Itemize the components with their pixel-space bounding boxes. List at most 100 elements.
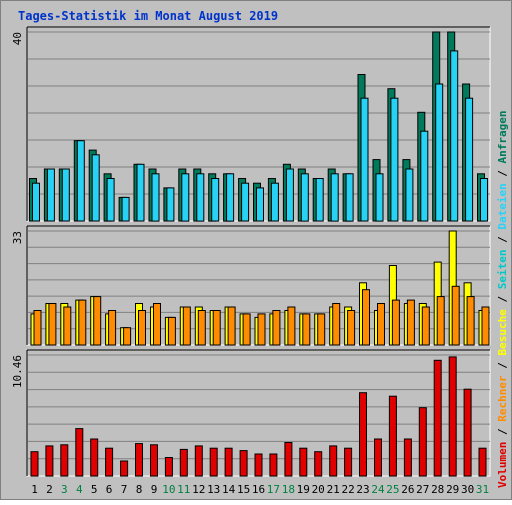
legend-separator: /	[496, 163, 509, 183]
x-tick-label: 12	[192, 483, 205, 496]
x-tick-label: 11	[177, 483, 190, 496]
bar-dateien-18	[285, 168, 294, 222]
bar-volumen-23	[359, 392, 367, 477]
bar-dateien-12	[196, 173, 205, 222]
x-tick-label: 26	[401, 483, 414, 496]
x-tick-label: 22	[341, 483, 354, 496]
x-tick-label: 8	[136, 483, 143, 496]
bar-dateien-24	[375, 173, 384, 222]
x-tick-label: 24	[371, 483, 385, 496]
bar-volumen-16	[254, 453, 263, 477]
bar-dateien-30	[465, 97, 474, 222]
x-tick-label: 17	[267, 483, 280, 496]
bar-volumen-11	[179, 448, 188, 477]
y-axis-max-label: 33	[11, 231, 24, 244]
bar-rechner-27	[421, 306, 430, 346]
bar-volumen-12	[194, 445, 203, 477]
series-volumen	[30, 356, 487, 477]
bar-volumen-30	[463, 388, 472, 477]
bar-volumen-3	[60, 444, 69, 477]
bar-rechner-31	[481, 306, 490, 346]
bar-volumen-8	[135, 443, 143, 477]
bar-dateien-6	[106, 178, 115, 222]
legend-separator: /	[496, 422, 509, 442]
x-tick-label: 5	[91, 483, 98, 496]
x-tick-label: 2	[46, 483, 53, 496]
bar-rechner-8	[138, 310, 146, 346]
bar-rechner-3	[63, 306, 72, 346]
legend-item-besuche: Besuche	[496, 309, 509, 356]
x-tick-label: 1	[31, 483, 38, 496]
bar-dateien-21	[330, 173, 339, 222]
x-tick-label: 10	[162, 483, 175, 496]
x-tick-label: 19	[297, 483, 310, 496]
bar-dateien-25	[390, 97, 399, 222]
bar-dateien-10	[166, 187, 175, 222]
bar-volumen-21	[329, 445, 338, 477]
bar-volumen-25	[388, 395, 397, 477]
bar-dateien-14	[226, 173, 235, 222]
legend-separator: /	[496, 356, 509, 376]
x-tick-label: 21	[327, 483, 340, 496]
bar-volumen-26	[403, 438, 412, 477]
bar-dateien-1	[32, 182, 40, 222]
bar-dateien-9	[151, 173, 160, 222]
bar-volumen-1	[30, 451, 39, 477]
bar-dateien-3	[61, 168, 70, 222]
bar-volumen-14	[224, 447, 233, 477]
bar-volumen-18	[284, 442, 293, 477]
panel-seiten-besuche-rechner: 33	[11, 225, 491, 346]
bar-dateien-28	[435, 83, 444, 222]
bar-rechner-16	[257, 313, 266, 346]
legend-item-anfragen: Anfragen	[496, 110, 509, 163]
bar-rechner-17	[272, 310, 281, 346]
bar-rechner-4	[78, 299, 87, 346]
bar-volumen-4	[75, 428, 84, 477]
x-tick-label: 28	[431, 483, 444, 496]
bar-rechner-11	[182, 306, 191, 346]
bar-volumen-20	[314, 451, 323, 477]
bar-volumen-27	[418, 407, 427, 477]
x-tick-label: 20	[312, 483, 325, 496]
bar-rechner-20	[317, 313, 326, 346]
x-tick-label: 15	[237, 483, 250, 496]
bar-rechner-26	[406, 299, 415, 346]
bar-rechner-28	[436, 296, 445, 346]
bar-rechner-14	[227, 306, 236, 346]
bar-rechner-29	[451, 285, 460, 346]
x-tick-label: 16	[252, 483, 265, 496]
bar-dateien-20	[315, 178, 324, 222]
bar-dateien-4	[76, 140, 85, 222]
bar-dateien-31	[480, 178, 488, 222]
x-tick-label: 14	[222, 483, 236, 496]
legend-item-rechner: Rechner	[496, 375, 509, 422]
legend-item-dateien: Dateien	[496, 183, 509, 229]
bar-rechner-5	[93, 296, 102, 346]
x-tick-label: 6	[106, 483, 113, 496]
bar-volumen-15	[239, 450, 248, 477]
bar-rechner-1	[33, 310, 42, 346]
bar-volumen-2	[45, 445, 54, 477]
bar-dateien-5	[91, 154, 100, 222]
bar-rechner-23	[362, 289, 370, 346]
series-rechner	[33, 285, 490, 346]
legend: Volumen / Rechner / Besuche / Seiten / D…	[496, 110, 509, 488]
bar-rechner-19	[302, 313, 311, 346]
bar-rechner-6	[108, 310, 117, 346]
bar-volumen-13	[209, 447, 218, 477]
bar-dateien-22	[345, 173, 354, 222]
x-tick-label: 4	[76, 483, 83, 496]
bar-dateien-29	[450, 50, 459, 222]
x-tick-label: 9	[151, 483, 158, 496]
bar-dateien-17	[270, 182, 279, 222]
bar-volumen-10	[164, 457, 173, 477]
x-tick-label: 30	[461, 483, 474, 496]
bar-rechner-30	[466, 296, 475, 346]
x-tick-label: 3	[61, 483, 68, 496]
bar-rechner-18	[287, 306, 296, 346]
panel-volumen: 10.46	[11, 349, 491, 477]
x-tick-label: 23	[356, 483, 369, 496]
series-dateien	[32, 50, 488, 222]
